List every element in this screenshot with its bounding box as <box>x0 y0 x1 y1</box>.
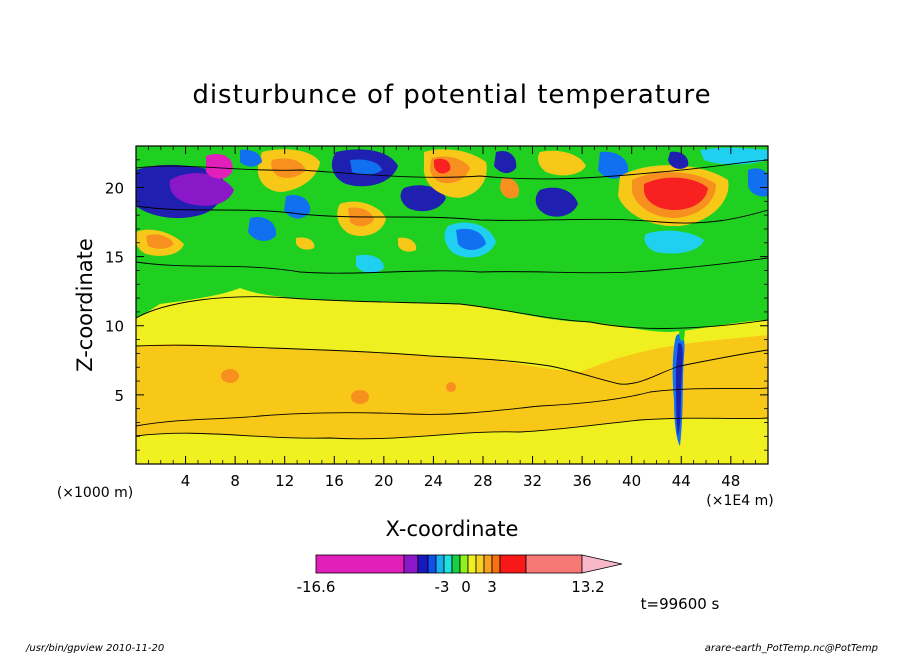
colorbar-segment <box>417 554 429 574</box>
x-tick-label: 8 <box>230 472 240 490</box>
colorbar <box>315 554 623 574</box>
x-axis-label: X-coordinate <box>386 517 519 541</box>
y-tick-label: 15 <box>105 249 124 267</box>
x-tick-label: 48 <box>721 472 740 490</box>
x-tick-label: 28 <box>473 472 492 490</box>
chart-title: disturbunce of potential temperature <box>192 80 711 110</box>
contour-lines <box>136 159 768 440</box>
colorbar-segment <box>315 554 405 574</box>
colorbar-segment <box>467 554 477 574</box>
x-scale-label: (×1E4 m) <box>706 493 773 509</box>
y-axis-label: Z-coordinate <box>73 238 97 372</box>
upper-turbulent-layer <box>136 147 768 274</box>
colorbar-segment <box>459 554 469 574</box>
x-tick-label: 12 <box>275 472 294 490</box>
colorbar-segment <box>499 554 527 574</box>
colorbar-segment <box>491 554 501 574</box>
colorbar-segment <box>435 554 445 574</box>
colorbar-labels: -16.6 -3 0 3 13.2 <box>297 578 605 596</box>
y-tick-label: 20 <box>105 179 124 197</box>
x-tick-label: 40 <box>622 472 641 490</box>
potential-temperature-field <box>136 146 768 464</box>
colorbar-label: 13.2 <box>571 578 604 596</box>
time-annotation: t=99600 s <box>641 595 720 613</box>
colorbar-segment <box>451 554 461 574</box>
colorbar-segment <box>483 554 493 574</box>
x-tick-label: 36 <box>573 472 592 490</box>
colorbar-arrow <box>581 554 623 574</box>
field-band-lower-yellow <box>136 418 768 464</box>
x-tick-label: 16 <box>325 472 344 490</box>
y-axis-ticks: 5 10 15 20 <box>105 159 768 451</box>
x-axis-ticks: 4 8 12 16 20 24 28 32 36 40 44 48 <box>147 146 757 490</box>
colorbar-label: 0 <box>461 578 471 596</box>
y-tick-label: 5 <box>114 387 124 405</box>
colorbar-segment <box>443 554 453 574</box>
x-unit-label: (×1000 m) <box>57 485 133 501</box>
x-tick-label: 24 <box>424 472 443 490</box>
colorbar-segment <box>475 554 485 574</box>
plot-frame <box>135 145 769 465</box>
x-tick-label: 20 <box>374 472 393 490</box>
colorbar-label: -3 <box>435 578 450 596</box>
colorbar-label: -16.6 <box>297 578 336 596</box>
footer-left: /usr/bin/gpview 2010-11-20 <box>25 643 164 654</box>
colorbar-segment <box>427 554 437 574</box>
x-tick-label: 32 <box>523 472 542 490</box>
y-tick-label: 10 <box>105 318 124 336</box>
colorbar-segment <box>525 554 583 574</box>
footer-right: arare-earth_PotTemp.nc@PotTemp <box>705 643 878 654</box>
colorbar-segment <box>403 554 419 574</box>
colorbar-label: 3 <box>487 578 497 596</box>
x-tick-label: 44 <box>672 472 691 490</box>
x-tick-label: 4 <box>181 472 191 490</box>
